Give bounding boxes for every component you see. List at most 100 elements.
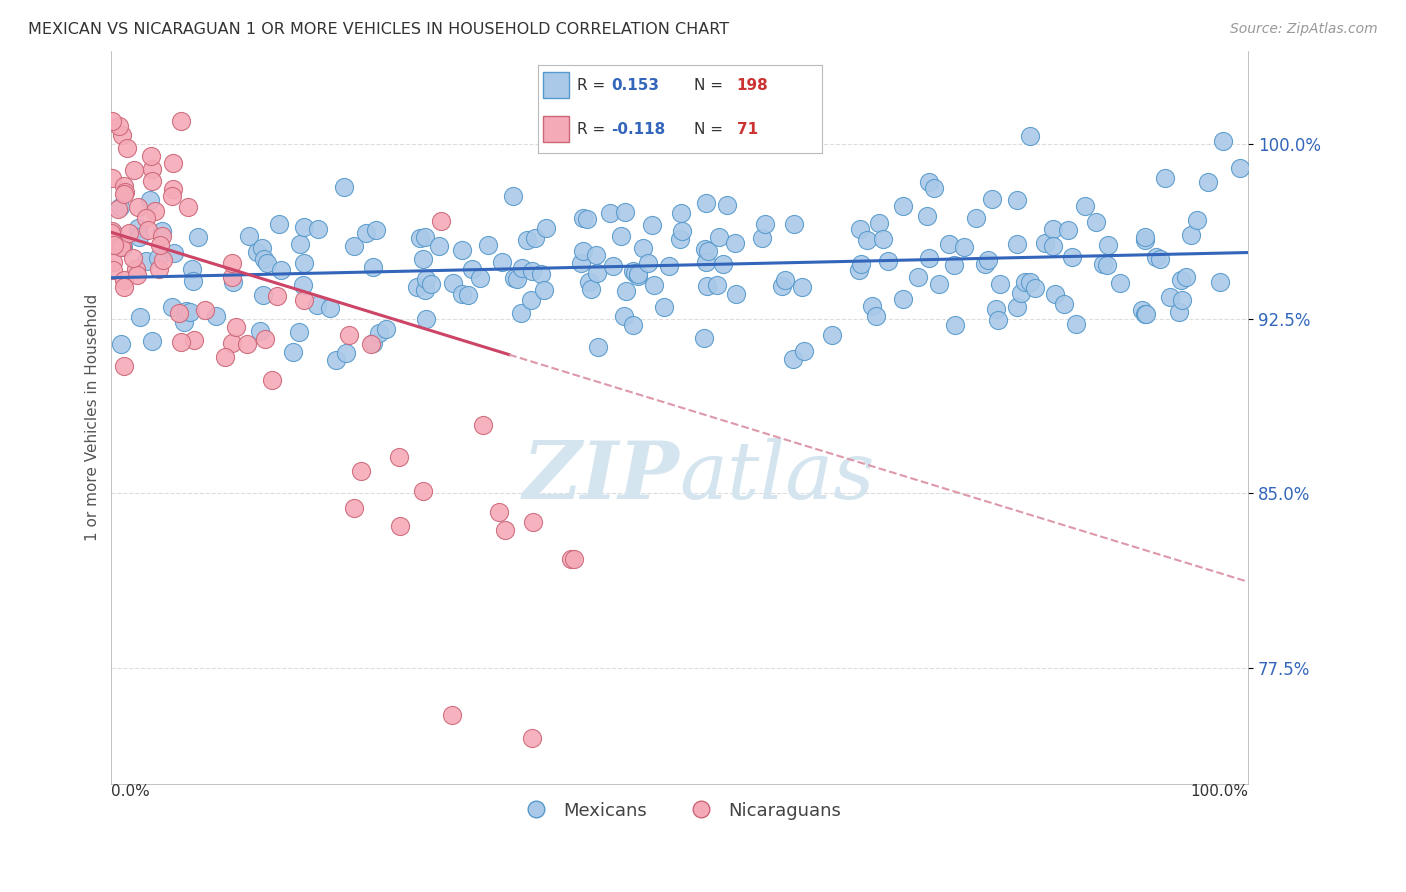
Point bbox=[695, 242, 717, 256]
Point bbox=[146, 251, 169, 265]
Point bbox=[343, 500, 366, 515]
Point bbox=[367, 326, 389, 340]
Point bbox=[641, 218, 664, 232]
Point bbox=[110, 238, 132, 252]
Point bbox=[319, 301, 342, 315]
Point bbox=[307, 221, 329, 235]
Point bbox=[1095, 258, 1118, 272]
Point bbox=[194, 302, 217, 317]
Point bbox=[506, 271, 529, 285]
Point bbox=[581, 282, 603, 296]
Point bbox=[363, 336, 385, 351]
Point bbox=[696, 279, 718, 293]
Point bbox=[907, 269, 929, 284]
Point bbox=[602, 259, 624, 273]
Point bbox=[325, 352, 347, 367]
Point bbox=[512, 260, 534, 275]
Point bbox=[128, 230, 150, 244]
Point bbox=[388, 450, 411, 464]
Point bbox=[150, 224, 173, 238]
Point bbox=[205, 309, 228, 323]
Point bbox=[412, 252, 434, 266]
Point bbox=[1056, 223, 1078, 237]
Point bbox=[572, 211, 595, 226]
Point bbox=[716, 198, 738, 212]
Point bbox=[586, 340, 609, 354]
Point bbox=[170, 334, 193, 349]
Point bbox=[139, 149, 162, 163]
Point bbox=[127, 268, 149, 282]
Point bbox=[942, 259, 965, 273]
Point bbox=[1229, 161, 1251, 175]
Point bbox=[472, 417, 495, 432]
Point bbox=[415, 312, 437, 326]
Point bbox=[922, 181, 945, 195]
Point bbox=[128, 310, 150, 325]
Point bbox=[343, 239, 366, 253]
Point bbox=[848, 263, 870, 277]
Point bbox=[1171, 293, 1194, 307]
Point bbox=[1167, 305, 1189, 319]
Point bbox=[915, 209, 938, 223]
Point bbox=[101, 227, 124, 241]
Point bbox=[101, 113, 124, 128]
Point bbox=[724, 235, 747, 250]
Point bbox=[658, 259, 681, 273]
Point bbox=[253, 252, 276, 267]
Point bbox=[783, 217, 806, 231]
Point bbox=[187, 230, 209, 244]
Point bbox=[361, 260, 384, 274]
Point bbox=[990, 277, 1012, 292]
Point bbox=[965, 211, 987, 226]
Point bbox=[477, 238, 499, 252]
Point bbox=[849, 221, 872, 235]
Point bbox=[114, 185, 136, 199]
Point bbox=[181, 262, 204, 277]
Point bbox=[179, 304, 201, 318]
Point bbox=[461, 261, 484, 276]
Point bbox=[1005, 236, 1028, 251]
Point bbox=[1042, 239, 1064, 253]
Point bbox=[569, 256, 592, 270]
Point bbox=[110, 240, 132, 254]
Text: atlas: atlas bbox=[679, 437, 875, 515]
Point bbox=[1149, 252, 1171, 266]
Point bbox=[252, 288, 274, 302]
Point bbox=[143, 204, 166, 219]
Point bbox=[177, 200, 200, 214]
Point bbox=[150, 229, 173, 244]
Point bbox=[502, 189, 524, 203]
Point bbox=[135, 254, 157, 268]
Point bbox=[163, 246, 186, 260]
Point bbox=[560, 551, 582, 566]
Point bbox=[754, 217, 776, 231]
Point bbox=[288, 236, 311, 251]
Point bbox=[792, 279, 814, 293]
Point bbox=[181, 274, 204, 288]
Text: 100.0%: 100.0% bbox=[1189, 784, 1249, 799]
Point bbox=[856, 234, 879, 248]
Point bbox=[222, 275, 245, 289]
Point bbox=[868, 216, 890, 230]
Point bbox=[523, 231, 546, 245]
Point bbox=[530, 267, 553, 281]
Point bbox=[1209, 276, 1232, 290]
Point bbox=[578, 275, 600, 289]
Point bbox=[249, 324, 271, 338]
Point bbox=[953, 240, 976, 254]
Point bbox=[621, 263, 644, 277]
Point bbox=[225, 319, 247, 334]
Point bbox=[354, 227, 377, 241]
Point bbox=[138, 194, 160, 208]
Point bbox=[918, 252, 941, 266]
Point bbox=[627, 267, 650, 281]
Point bbox=[262, 374, 284, 388]
Point bbox=[984, 302, 1007, 317]
Point bbox=[1130, 302, 1153, 317]
Text: ZIP: ZIP bbox=[523, 437, 679, 515]
Point bbox=[176, 304, 198, 318]
Point bbox=[412, 483, 434, 498]
Point bbox=[292, 219, 315, 234]
Point bbox=[136, 223, 159, 237]
Point bbox=[135, 211, 157, 225]
